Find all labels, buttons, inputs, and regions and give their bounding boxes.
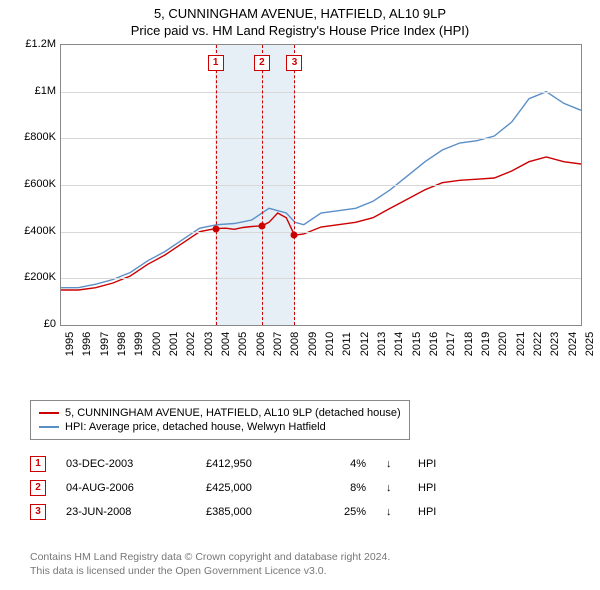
event-date: 04-AUG-2006 bbox=[66, 482, 186, 494]
event-pct: 4% bbox=[326, 458, 366, 470]
x-tick-label: 2006 bbox=[255, 332, 267, 356]
x-tick-label: 2013 bbox=[376, 332, 388, 356]
event-marker-box: 1 bbox=[208, 55, 224, 71]
series-price_paid bbox=[61, 157, 581, 290]
y-tick-label: £800K bbox=[24, 131, 56, 143]
y-tick-label: £0 bbox=[44, 318, 56, 330]
event-marker-dot bbox=[258, 222, 265, 229]
down-arrow-icon: ↓ bbox=[386, 506, 398, 518]
chart-title-line2: Price paid vs. HM Land Registry's House … bbox=[0, 21, 600, 38]
x-tick-label: 1998 bbox=[116, 332, 128, 356]
legend-label: HPI: Average price, detached house, Welw… bbox=[65, 421, 326, 433]
gridline bbox=[61, 278, 581, 279]
chart-title-line1: 5, CUNNINGHAM AVENUE, HATFIELD, AL10 9LP bbox=[0, 0, 600, 21]
chart-wrap: 123 £0£200K£400K£600K£800K£1M£1.2M199519… bbox=[10, 44, 590, 364]
footer-line2: This data is licensed under the Open Gov… bbox=[30, 564, 390, 578]
event-price: £425,000 bbox=[206, 482, 306, 494]
x-tick-label: 2025 bbox=[584, 332, 596, 356]
x-tick-label: 2004 bbox=[220, 332, 232, 356]
legend-item: HPI: Average price, detached house, Welw… bbox=[39, 421, 401, 433]
x-tick-label: 2023 bbox=[549, 332, 561, 356]
y-tick-label: £1M bbox=[35, 85, 56, 97]
gridline bbox=[61, 232, 581, 233]
x-tick-label: 2012 bbox=[359, 332, 371, 356]
event-number-box: 3 bbox=[30, 504, 46, 520]
x-tick-label: 2008 bbox=[289, 332, 301, 356]
event-marker-line bbox=[216, 45, 217, 325]
event-date: 23-JUN-2008 bbox=[66, 506, 186, 518]
x-tick-label: 2015 bbox=[411, 332, 423, 356]
legend-swatch bbox=[39, 426, 59, 428]
event-marker-dot bbox=[291, 232, 298, 239]
chart-container: 5, CUNNINGHAM AVENUE, HATFIELD, AL10 9LP… bbox=[0, 0, 600, 590]
x-tick-label: 1995 bbox=[64, 332, 76, 356]
event-marker-box: 2 bbox=[254, 55, 270, 71]
legend-item: 5, CUNNINGHAM AVENUE, HATFIELD, AL10 9LP… bbox=[39, 407, 401, 419]
footer-line1: Contains HM Land Registry data © Crown c… bbox=[30, 550, 390, 564]
legend-swatch bbox=[39, 412, 59, 414]
x-tick-label: 2017 bbox=[445, 332, 457, 356]
event-marker-box: 3 bbox=[286, 55, 302, 71]
x-tick-label: 2005 bbox=[237, 332, 249, 356]
event-marker-dot bbox=[212, 225, 219, 232]
x-tick-label: 2002 bbox=[185, 332, 197, 356]
event-pct: 25% bbox=[326, 506, 366, 518]
x-tick-label: 2022 bbox=[532, 332, 544, 356]
x-tick-label: 2018 bbox=[463, 332, 475, 356]
y-tick-label: £600K bbox=[24, 178, 56, 190]
event-price: £412,950 bbox=[206, 458, 306, 470]
down-arrow-icon: ↓ bbox=[386, 458, 398, 470]
x-tick-label: 2011 bbox=[341, 332, 353, 356]
down-arrow-icon: ↓ bbox=[386, 482, 398, 494]
x-tick-label: 2016 bbox=[428, 332, 440, 356]
event-row: 1 03-DEC-2003 £412,950 4% ↓ HPI bbox=[30, 456, 436, 472]
event-pct: 8% bbox=[326, 482, 366, 494]
x-tick-label: 2000 bbox=[151, 332, 163, 356]
event-row: 3 23-JUN-2008 £385,000 25% ↓ HPI bbox=[30, 504, 436, 520]
event-suffix: HPI bbox=[418, 506, 436, 518]
x-tick-label: 1997 bbox=[99, 332, 111, 356]
event-number-box: 2 bbox=[30, 480, 46, 496]
x-tick-label: 2019 bbox=[480, 332, 492, 356]
x-tick-label: 2007 bbox=[272, 332, 284, 356]
x-tick-label: 2010 bbox=[324, 332, 336, 356]
y-tick-label: £200K bbox=[24, 271, 56, 283]
gridline bbox=[61, 185, 581, 186]
legend-box: 5, CUNNINGHAM AVENUE, HATFIELD, AL10 9LP… bbox=[30, 400, 410, 440]
x-tick-label: 2024 bbox=[567, 332, 579, 356]
gridline bbox=[61, 92, 581, 93]
y-tick-label: £400K bbox=[24, 225, 56, 237]
event-marker-line bbox=[262, 45, 263, 325]
x-tick-label: 2001 bbox=[168, 332, 180, 356]
legend-label: 5, CUNNINGHAM AVENUE, HATFIELD, AL10 9LP… bbox=[65, 407, 401, 419]
x-tick-label: 2003 bbox=[203, 332, 215, 356]
event-price: £385,000 bbox=[206, 506, 306, 518]
x-tick-label: 2009 bbox=[307, 332, 319, 356]
x-tick-label: 2021 bbox=[515, 332, 527, 356]
event-table: 1 03-DEC-2003 £412,950 4% ↓ HPI 2 04-AUG-2006 £4… bbox=[30, 448, 436, 528]
y-tick-label: £1.2M bbox=[25, 38, 56, 50]
plot-area: 1 23 bbox=[60, 44, 582, 326]
series-hpi bbox=[61, 92, 581, 288]
gridline bbox=[61, 138, 581, 139]
event-date: 03-DEC-2003 bbox=[66, 458, 186, 470]
event-suffix: HPI bbox=[418, 482, 436, 494]
x-tick-label: 2020 bbox=[497, 332, 509, 356]
event-row: 2 04-AUG-2006 £425,000 8% ↓ HPI bbox=[30, 480, 436, 496]
footer-attribution: Contains HM Land Registry data © Crown c… bbox=[30, 550, 390, 578]
x-tick-label: 2014 bbox=[393, 332, 405, 356]
x-tick-label: 1999 bbox=[133, 332, 145, 356]
event-number-box: 1 bbox=[30, 456, 46, 472]
event-marker-line bbox=[294, 45, 295, 325]
x-tick-label: 1996 bbox=[81, 332, 93, 356]
event-suffix: HPI bbox=[418, 458, 436, 470]
